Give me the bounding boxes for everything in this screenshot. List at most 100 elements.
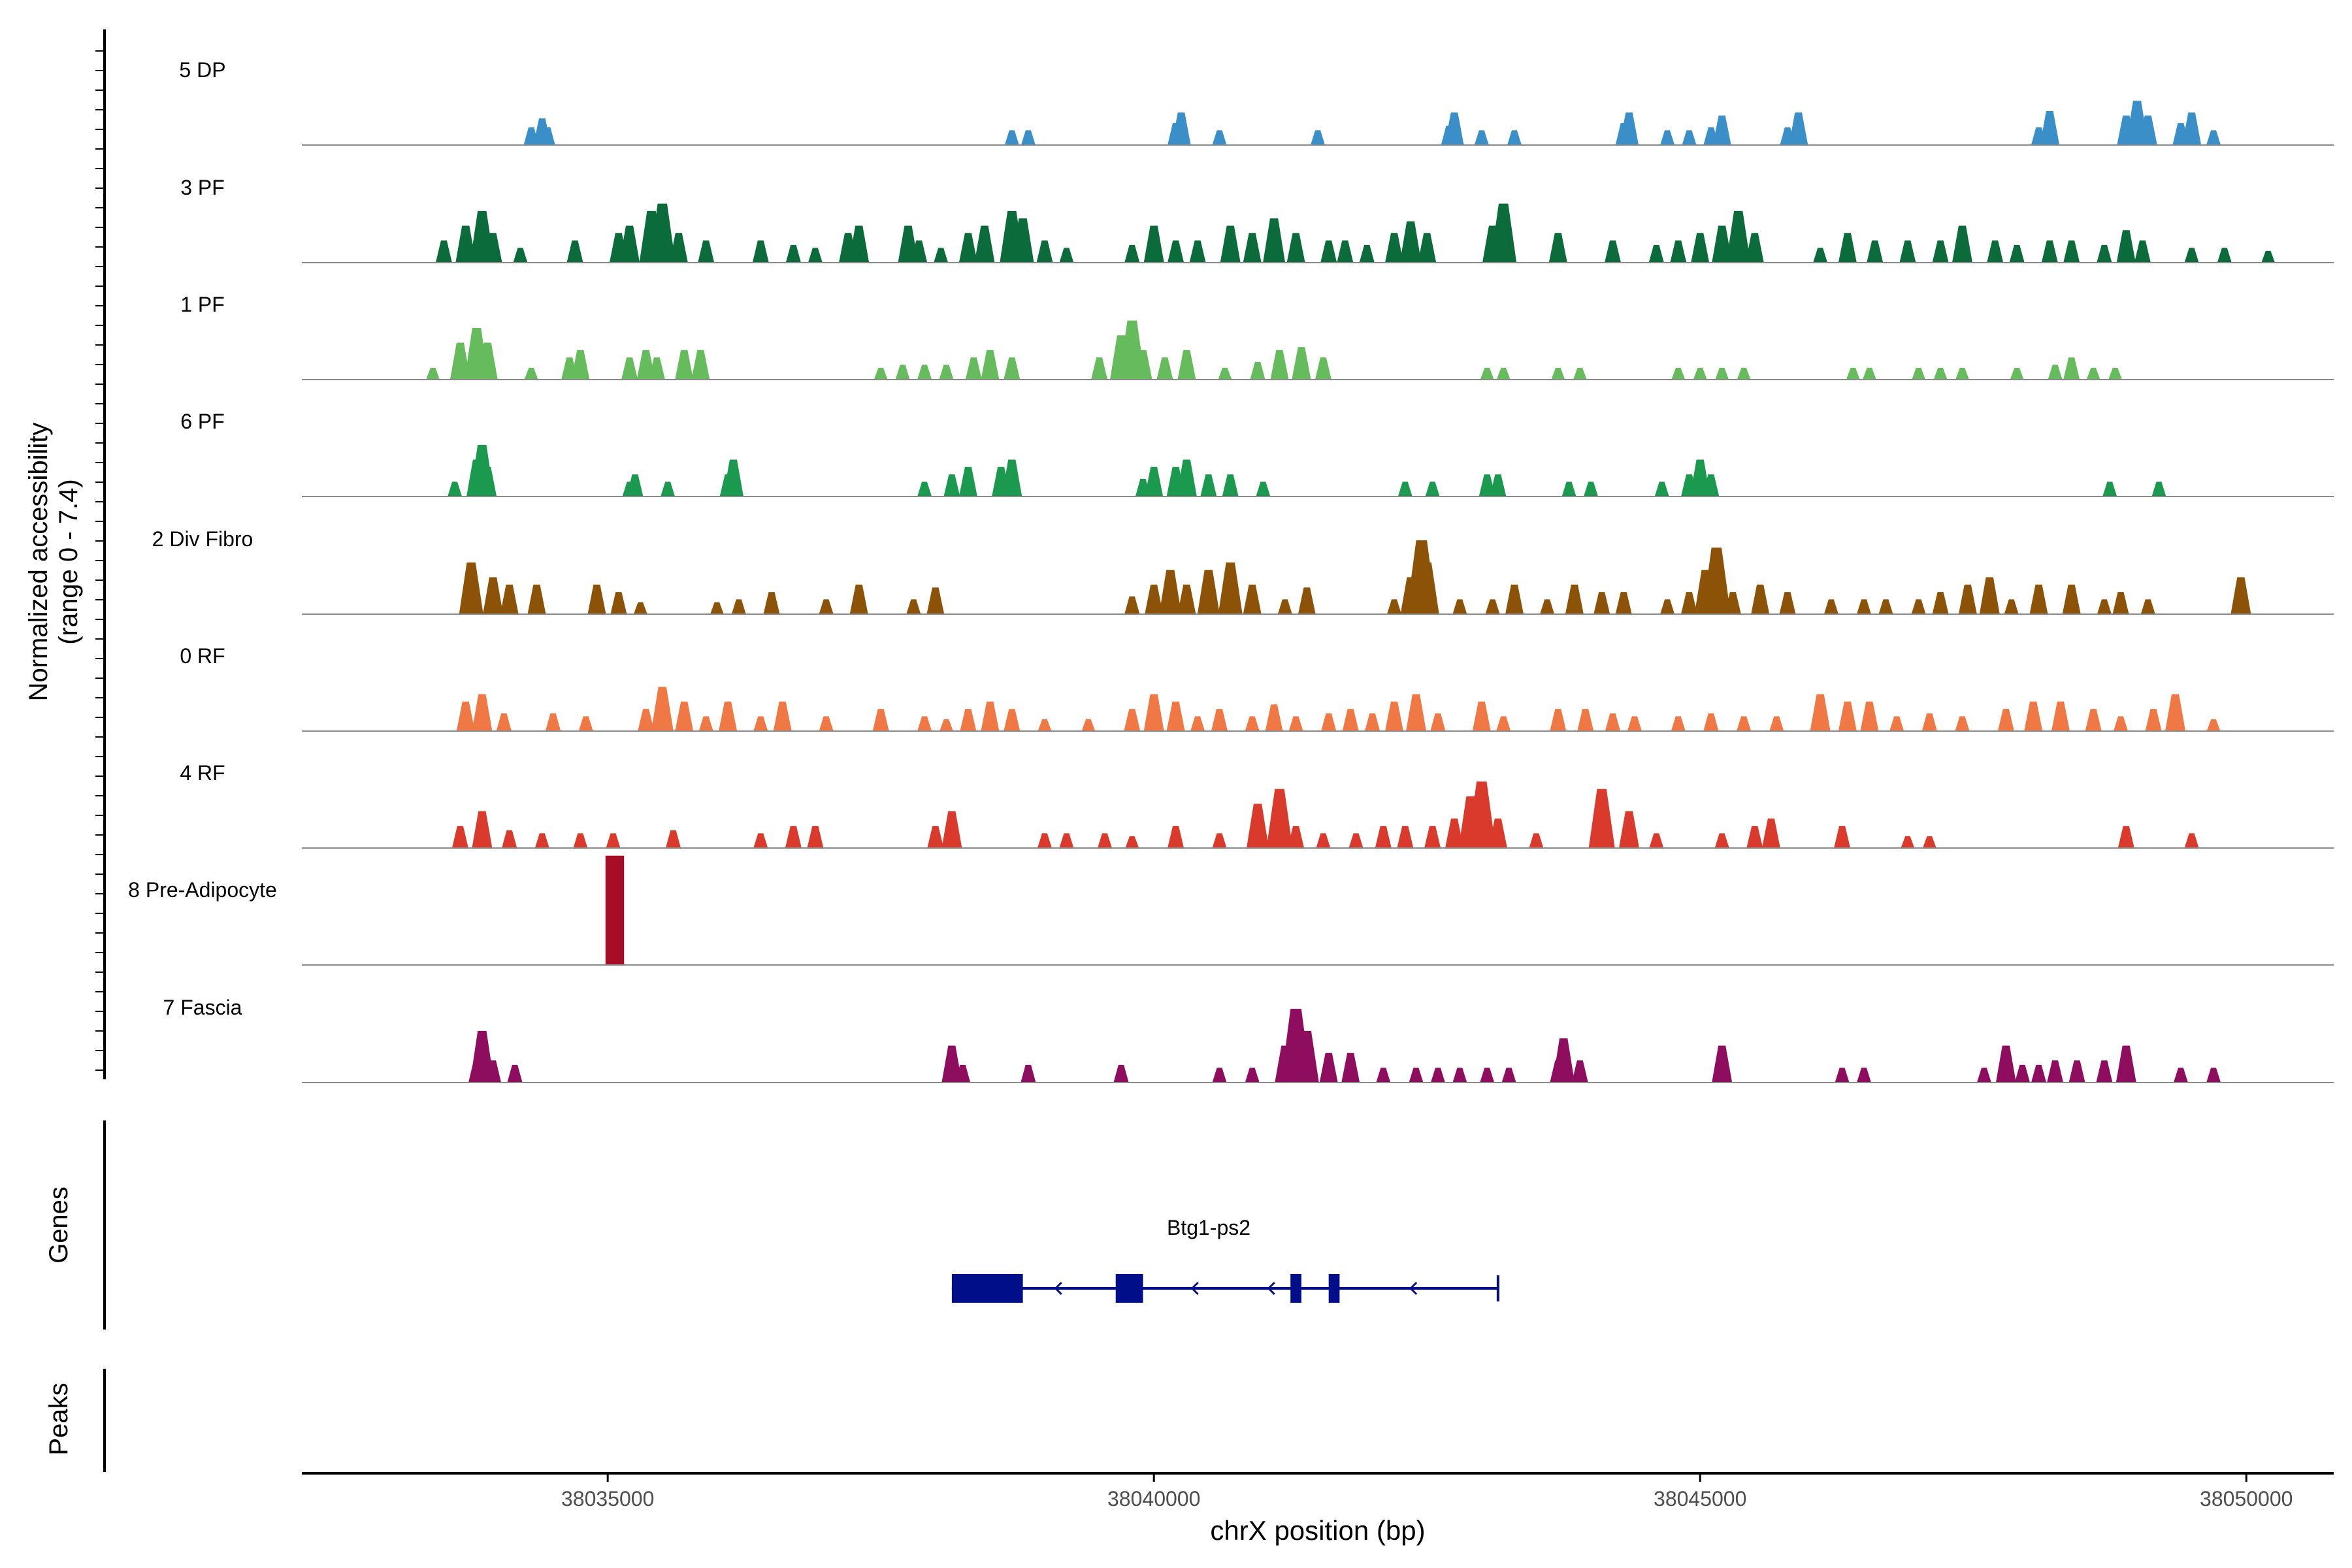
x-axis-ticks: 38035000 38040000 38045000 38050000	[561, 1473, 2293, 1511]
coverage-peak	[1726, 210, 1751, 263]
coverage-peak	[2151, 482, 2166, 497]
coverage-peak	[2040, 111, 2060, 145]
coverage-peak	[1359, 244, 1375, 263]
coverage-peak	[1263, 218, 1286, 263]
coverage-peak	[965, 357, 982, 380]
x-axis-tick-label: 38040000	[1107, 1487, 1200, 1511]
coverage-peak	[472, 694, 493, 731]
x-axis-title: chrX position (bp)	[1210, 1515, 1425, 1546]
coverage-peak	[2085, 709, 2102, 731]
coverage-peak	[955, 1064, 971, 1083]
coverage-peak	[2184, 833, 2199, 848]
coverage-peak	[1529, 833, 1544, 848]
coverage-peak	[1059, 248, 1074, 263]
coverage-peak	[1399, 221, 1422, 263]
coverage-peak	[2230, 577, 2251, 614]
coverage-peak	[1958, 584, 1977, 614]
coverage-peak	[1810, 694, 1831, 731]
coverage-peak	[2009, 244, 2025, 263]
coverage-peak	[1222, 474, 1239, 497]
coverage-peak	[849, 584, 868, 614]
coverage-peak	[1321, 713, 1337, 731]
coverage-peak	[1813, 248, 1828, 263]
coverage-peak	[1846, 367, 1860, 380]
coverage-peak	[1445, 112, 1464, 145]
coverage-peak	[1212, 130, 1227, 145]
coverage-peak	[1091, 357, 1108, 380]
coverage-peak	[1220, 225, 1241, 263]
coverage-peak	[1593, 592, 1610, 614]
coverage-peak	[578, 716, 593, 731]
coverage-peak	[1693, 367, 1707, 380]
coverage-peak	[2004, 599, 2019, 614]
strand-arrow-icon	[1190, 1281, 1199, 1296]
coverage-peak	[2063, 240, 2080, 263]
coverage-peak	[1779, 592, 1796, 614]
coverage-peak	[1218, 562, 1243, 614]
coverage-peak	[546, 713, 561, 731]
coverage-peak	[2217, 248, 2232, 263]
coverage-peak	[1250, 361, 1266, 380]
coverage-peak	[1955, 367, 1969, 380]
coverage-peak	[2138, 115, 2157, 145]
coverage-peak	[710, 602, 724, 614]
coverage-peak	[1425, 482, 1440, 497]
coverage-peak	[2134, 240, 2151, 263]
coverage-peak	[1867, 240, 1884, 263]
x-axis-tick-label: 38045000	[1654, 1487, 1746, 1511]
coverage-peak	[1385, 701, 1403, 731]
coverage-peak	[1256, 482, 1271, 497]
coverage-peak	[1247, 804, 1269, 848]
coverage-peak	[785, 244, 801, 263]
coverage-peak	[1649, 833, 1664, 848]
coverage-peak	[752, 240, 769, 263]
coverage-peak	[2041, 240, 2058, 263]
coverage-peak	[502, 830, 517, 848]
coverage-peak	[1789, 112, 1808, 145]
coverage-peak	[435, 240, 452, 263]
coverage-peak	[2261, 250, 2276, 263]
track-5-dp: 5 DP	[179, 58, 2334, 146]
coverage-peak	[849, 225, 870, 263]
coverage-peak	[1660, 130, 1675, 145]
coverage-peak	[917, 365, 932, 380]
coverage-peak	[1342, 709, 1359, 731]
strand-arrow-icon	[1267, 1281, 1275, 1296]
coverage-y-axis-ticks	[95, 50, 105, 1071]
coverage-peak	[1863, 367, 1876, 380]
coverage-peak	[958, 233, 977, 263]
coverage-peak	[1505, 584, 1524, 614]
coverage-peak	[698, 240, 715, 263]
coverage-peak	[1577, 709, 1594, 731]
coverage-peak	[1682, 130, 1697, 145]
gene-exon	[951, 1274, 1023, 1303]
coverage-peak	[1445, 818, 1463, 848]
coverage-peak	[627, 474, 644, 497]
coverage-peak	[1292, 347, 1311, 380]
coverage-peak	[587, 584, 606, 614]
coverage-peak	[1857, 599, 1871, 614]
coverage-peak	[917, 482, 932, 497]
coverage-peak	[927, 826, 944, 848]
coverage-peak	[1059, 833, 1074, 848]
coverage-peak	[1004, 130, 1019, 145]
coverage-peak	[2145, 709, 2162, 731]
coverage-peak	[2165, 694, 2186, 731]
coverage-peak	[917, 716, 932, 731]
coverage-peak	[534, 833, 549, 848]
coverage-peak	[2173, 1068, 2188, 1083]
track-4-rf: 4 RF	[180, 761, 2334, 849]
coverage-peak	[459, 562, 483, 614]
coverage-peak	[485, 1060, 502, 1083]
coverage-block	[605, 855, 625, 965]
track-label: 4 RF	[180, 761, 225, 785]
coverage-peak	[2047, 1060, 2064, 1083]
coverage-peak	[1488, 818, 1507, 848]
coverage-peak	[1037, 833, 1052, 848]
coverage-peak	[1134, 350, 1152, 380]
coverage-peak	[1952, 225, 1972, 263]
coverage-peak	[1860, 701, 1879, 731]
coverage-peak	[1835, 1068, 1850, 1083]
coverage-peak	[1540, 599, 1555, 614]
coverage-peak	[2182, 112, 2202, 145]
